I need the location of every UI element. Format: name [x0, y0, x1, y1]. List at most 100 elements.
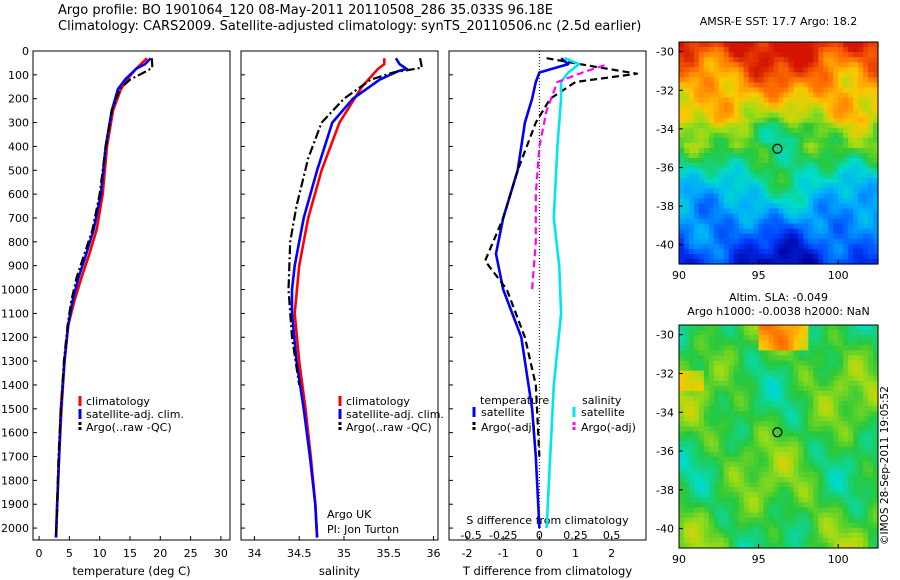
sst-map-cell — [718, 173, 725, 179]
sla-map-cell — [858, 497, 864, 503]
sla-map-cell — [778, 466, 785, 473]
sla-map-cell — [763, 487, 770, 493]
sst-map-cell — [748, 52, 755, 58]
sla-map-cell — [723, 421, 730, 427]
sla-map-cell — [803, 416, 809, 422]
sst-map-cell — [743, 97, 750, 104]
sst-map-cell — [698, 203, 705, 210]
sla-map-cell — [848, 340, 854, 346]
sla-map-cell — [838, 370, 844, 377]
legend-label-salinity: climatology — [346, 395, 410, 408]
sla-map-cell — [873, 370, 879, 377]
sst-map-cell — [713, 183, 720, 189]
sla-map-cell — [698, 446, 705, 453]
sla-map-cell — [683, 340, 690, 346]
sst-map-cell — [838, 102, 844, 109]
sst-map-cell — [743, 178, 750, 184]
sst-map-cell — [778, 112, 785, 119]
sst-map-cell — [813, 223, 819, 230]
sst-map-cell — [748, 153, 755, 159]
sst-map-cell — [713, 127, 720, 134]
sst-map-cell — [703, 163, 710, 169]
sla-map-cell — [828, 542, 834, 549]
sla-map-cell — [723, 345, 730, 351]
sla-map-cell — [713, 451, 720, 458]
sla-map-cell — [743, 350, 750, 357]
sla-map-cell — [688, 517, 695, 524]
sst-map-cell — [788, 147, 795, 154]
sst-map-cell — [738, 97, 745, 104]
sst-map-cell — [708, 47, 715, 53]
sla-map-cell — [768, 340, 775, 346]
sla-map-cell — [763, 355, 770, 362]
sla-map-cell — [693, 436, 700, 443]
sla-map-cell — [773, 441, 780, 448]
sst-map-cell — [743, 198, 750, 205]
sla-map-cell — [833, 446, 839, 453]
sst-map-cell — [788, 77, 795, 83]
sst-map-cell — [838, 193, 844, 200]
sst-map-cell — [828, 92, 834, 99]
sla-map-cell — [693, 330, 700, 336]
sst-map-cell — [758, 57, 765, 63]
sla-map-cell — [753, 375, 760, 382]
sla-map-cell — [763, 345, 770, 351]
sla-map-cell — [718, 390, 725, 397]
sst-map-cell — [798, 158, 804, 164]
sla-map-cell — [688, 537, 695, 544]
sst-map-cell — [843, 203, 849, 210]
sla-map-cell — [863, 330, 869, 336]
sla-map-cell — [703, 426, 710, 433]
sla-map-cell — [808, 350, 814, 357]
sla-map-cell — [773, 365, 780, 372]
depth-tick-label: 200 — [8, 93, 29, 106]
sst-map-cell — [843, 92, 849, 99]
depth-tick-label: 0 — [22, 45, 29, 58]
sla-map-cell — [753, 436, 760, 443]
sla-map-cell — [713, 335, 720, 341]
depth-tick-label: 100 — [8, 69, 29, 82]
sst-map-cell — [858, 238, 864, 245]
sla-map-cell — [828, 532, 834, 539]
sst-map-cell — [723, 198, 730, 205]
sst-map-cell — [828, 47, 834, 53]
sst-map-cell — [848, 82, 854, 89]
sla-map-cell — [763, 360, 770, 367]
sla-map-cell — [713, 542, 720, 549]
sla-map-cell — [873, 441, 879, 448]
sla-map-cell — [843, 522, 849, 529]
sla-map-cell — [818, 330, 824, 336]
sla-map-cell — [723, 502, 730, 509]
sla-map-cell — [728, 527, 735, 534]
sst-map-cell — [873, 178, 879, 184]
sst-map-cell — [788, 203, 795, 210]
sla-map-cell — [818, 406, 824, 412]
sla-map-cell — [858, 385, 864, 392]
sla-map-cell — [758, 325, 765, 331]
sst-map-cell — [688, 193, 695, 200]
sla-map-cell — [723, 527, 730, 534]
sst-map-cell — [708, 57, 715, 63]
sst-map-cell — [743, 137, 750, 144]
sla-map-cell — [838, 350, 844, 357]
sla-map-cell — [808, 395, 814, 402]
sla-map-cell — [843, 406, 849, 412]
sst-map-cell — [818, 203, 824, 210]
sla-map-cell — [833, 487, 839, 493]
sla-map-cell — [863, 471, 869, 478]
sla-map-cell — [778, 385, 785, 392]
sst-map-cell — [813, 117, 819, 124]
sst-map-cell — [708, 112, 715, 119]
sla-map-cell — [748, 416, 755, 422]
sla-map-cell — [863, 401, 869, 407]
sla-map-cell — [813, 421, 819, 427]
sst-map-cell — [788, 67, 795, 73]
sla-map-cell — [833, 380, 839, 387]
depth-tick-label: 800 — [8, 236, 29, 249]
sst-map-cell — [688, 137, 695, 144]
sla-map-cell — [793, 365, 799, 372]
sla-map-cell — [738, 527, 745, 534]
sst-map-cell — [768, 223, 775, 230]
sla-map-cell — [813, 446, 819, 453]
sst-map-cell — [838, 147, 844, 154]
